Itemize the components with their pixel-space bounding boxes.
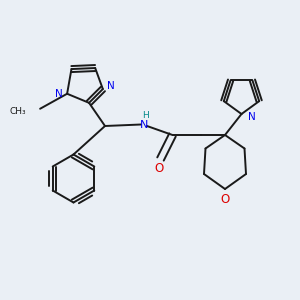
Text: O: O (220, 193, 230, 206)
Text: CH₃: CH₃ (10, 107, 27, 116)
Text: N: N (55, 89, 63, 99)
Text: O: O (154, 161, 164, 175)
Text: N: N (107, 81, 115, 91)
Text: N: N (248, 112, 256, 122)
Text: N: N (140, 119, 148, 130)
Text: H: H (142, 111, 149, 120)
